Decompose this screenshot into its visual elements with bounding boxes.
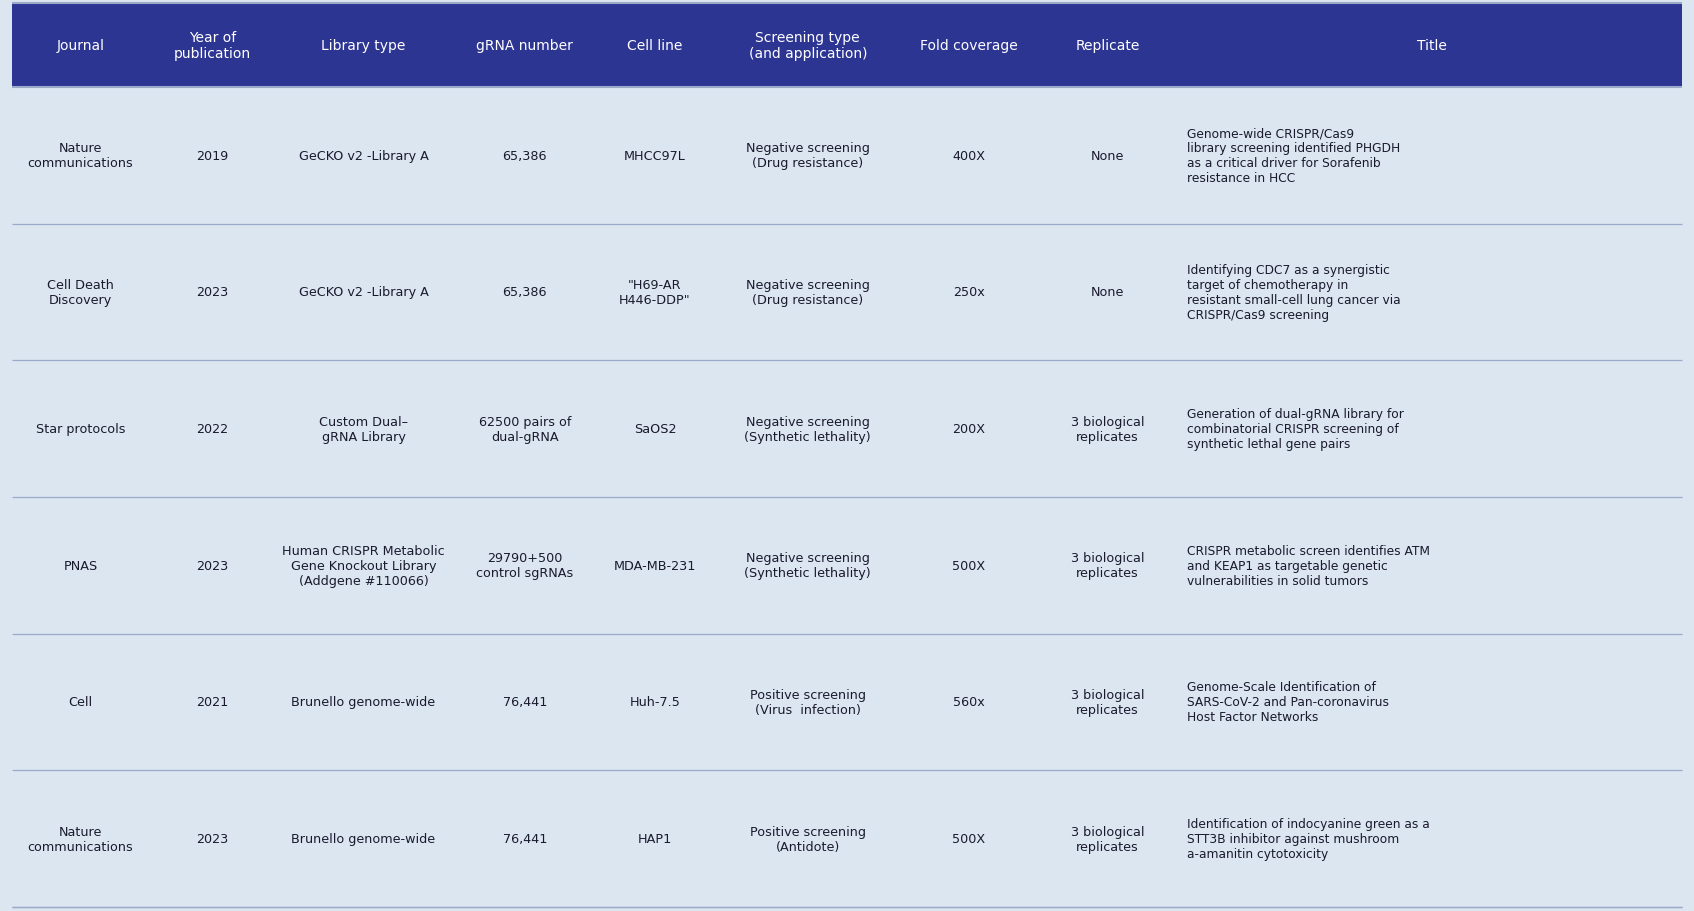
Text: 3 biological
replicates: 3 biological replicates bbox=[1071, 415, 1143, 443]
Text: Brunello genome-wide: Brunello genome-wide bbox=[291, 833, 435, 845]
Bar bbox=[12, 361, 1682, 497]
Text: Nature
communications: Nature communications bbox=[27, 142, 134, 170]
Text: Positive screening
(Virus  infection): Positive screening (Virus infection) bbox=[750, 688, 866, 716]
Text: 2023: 2023 bbox=[197, 833, 229, 845]
Text: Replicate: Replicate bbox=[1076, 39, 1140, 53]
Text: Year of
publication: Year of publication bbox=[174, 31, 251, 61]
Text: 65,386: 65,386 bbox=[503, 286, 547, 299]
Text: Custom Dual–
gRNA Library: Custom Dual– gRNA Library bbox=[318, 415, 408, 443]
Text: Title: Title bbox=[1416, 39, 1447, 53]
Text: 500X: 500X bbox=[952, 559, 986, 572]
Text: 76,441: 76,441 bbox=[503, 833, 547, 845]
Text: 76,441: 76,441 bbox=[503, 696, 547, 709]
Text: SaOS2: SaOS2 bbox=[634, 423, 676, 435]
Text: CRISPR metabolic screen identifies ATM
and KEAP1 as targetable genetic
vulnerabi: CRISPR metabolic screen identifies ATM a… bbox=[1187, 544, 1430, 588]
Text: Generation of dual-gRNA library for
combinatorial CRISPR screening of
synthetic : Generation of dual-gRNA library for comb… bbox=[1187, 407, 1404, 451]
Text: 560x: 560x bbox=[954, 696, 984, 709]
Bar bbox=[12, 634, 1682, 771]
Text: 65,386: 65,386 bbox=[503, 149, 547, 162]
Text: 29790+500
control sgRNAs: 29790+500 control sgRNAs bbox=[476, 552, 573, 579]
Text: 500X: 500X bbox=[952, 833, 986, 845]
Text: Screening type
(and application): Screening type (and application) bbox=[749, 31, 867, 61]
Text: 2023: 2023 bbox=[197, 559, 229, 572]
Text: Genome-wide CRISPR/Cas9
library screening identified PHGDH
as a critical driver : Genome-wide CRISPR/Cas9 library screenin… bbox=[1187, 128, 1401, 185]
Text: Library type: Library type bbox=[322, 39, 407, 53]
Text: Star protocols: Star protocols bbox=[36, 423, 125, 435]
Text: Brunello genome-wide: Brunello genome-wide bbox=[291, 696, 435, 709]
Text: GeCKO v2 -Library A: GeCKO v2 -Library A bbox=[298, 149, 429, 162]
Text: 2021: 2021 bbox=[197, 696, 229, 709]
Text: gRNA number: gRNA number bbox=[476, 39, 573, 53]
Text: Nature
communications: Nature communications bbox=[27, 824, 134, 853]
Text: MHCC97L: MHCC97L bbox=[623, 149, 686, 162]
Bar bbox=[12, 4, 1682, 87]
Text: 3 biological
replicates: 3 biological replicates bbox=[1071, 552, 1143, 579]
Text: HAP1: HAP1 bbox=[639, 833, 673, 845]
Text: Identification of indocyanine green as a
STT3B inhibitor against mushroom
a-aman: Identification of indocyanine green as a… bbox=[1187, 817, 1430, 860]
Text: Cell Death
Discovery: Cell Death Discovery bbox=[47, 279, 113, 307]
Text: Human CRISPR Metabolic
Gene Knockout Library
(Addgene #110066): Human CRISPR Metabolic Gene Knockout Lib… bbox=[283, 544, 446, 588]
Text: None: None bbox=[1091, 286, 1125, 299]
Text: Negative screening
(Drug resistance): Negative screening (Drug resistance) bbox=[745, 279, 869, 307]
Text: 200X: 200X bbox=[952, 423, 986, 435]
Text: Negative screening
(Synthetic lethality): Negative screening (Synthetic lethality) bbox=[744, 415, 871, 443]
Bar bbox=[12, 497, 1682, 634]
Text: Negative screening
(Drug resistance): Negative screening (Drug resistance) bbox=[745, 142, 869, 170]
Text: Identifying CDC7 as a synergistic
target of chemotherapy in
resistant small-cell: Identifying CDC7 as a synergistic target… bbox=[1187, 263, 1401, 322]
Text: 250x: 250x bbox=[954, 286, 984, 299]
Text: PNAS: PNAS bbox=[63, 559, 98, 572]
Text: 3 biological
replicates: 3 biological replicates bbox=[1071, 688, 1143, 716]
Text: None: None bbox=[1091, 149, 1125, 162]
Text: 62500 pairs of
dual-gRNA: 62500 pairs of dual-gRNA bbox=[478, 415, 571, 443]
Text: MDA-MB-231: MDA-MB-231 bbox=[613, 559, 696, 572]
Text: Positive screening
(Antidote): Positive screening (Antidote) bbox=[750, 824, 866, 853]
Text: Journal: Journal bbox=[56, 39, 105, 53]
Text: 2019: 2019 bbox=[197, 149, 229, 162]
Bar bbox=[12, 771, 1682, 907]
Text: Huh-7.5: Huh-7.5 bbox=[630, 696, 681, 709]
Text: Cell: Cell bbox=[68, 696, 93, 709]
Text: Genome-Scale Identification of
SARS-CoV-2 and Pan-coronavirus
Host Factor Networ: Genome-Scale Identification of SARS-CoV-… bbox=[1187, 681, 1389, 723]
Text: 400X: 400X bbox=[952, 149, 986, 162]
Bar bbox=[12, 224, 1682, 361]
Text: "H69-AR
H446-DDP": "H69-AR H446-DDP" bbox=[618, 279, 691, 307]
Text: Cell line: Cell line bbox=[627, 39, 683, 53]
Text: GeCKO v2 -Library A: GeCKO v2 -Library A bbox=[298, 286, 429, 299]
Text: 3 biological
replicates: 3 biological replicates bbox=[1071, 824, 1143, 853]
Text: Negative screening
(Synthetic lethality): Negative screening (Synthetic lethality) bbox=[744, 552, 871, 579]
Bar bbox=[12, 87, 1682, 224]
Text: 2022: 2022 bbox=[197, 423, 229, 435]
Text: Fold coverage: Fold coverage bbox=[920, 39, 1018, 53]
Text: 2023: 2023 bbox=[197, 286, 229, 299]
